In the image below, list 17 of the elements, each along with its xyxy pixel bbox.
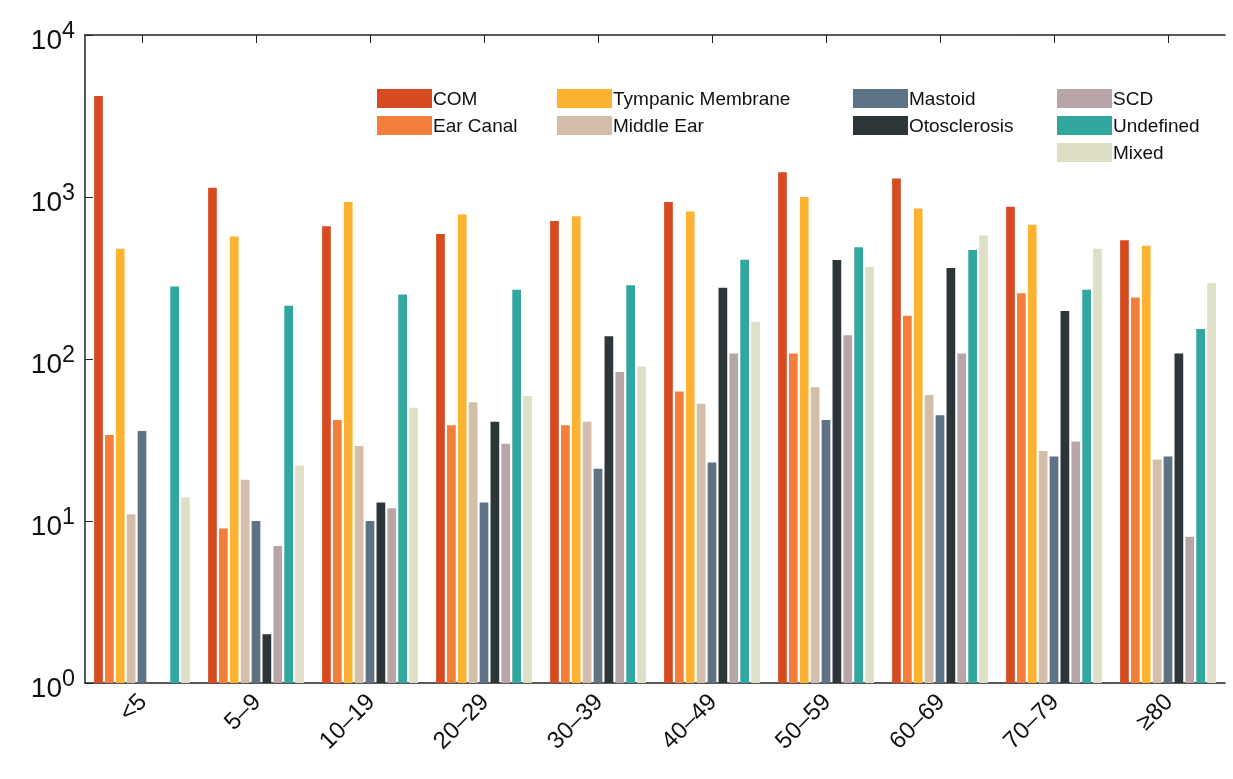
y-tick-label: 10$^{4}$ bbox=[30, 16, 75, 55]
y-tick-label: 10$^{3}$ bbox=[30, 178, 75, 217]
y-tick-label: 10$^{2}$ bbox=[30, 340, 75, 379]
legend-label: Undefined bbox=[1113, 115, 1200, 136]
y-tick-label: 10$^{1}$ bbox=[30, 502, 75, 541]
legend-label: Mixed bbox=[1113, 142, 1164, 163]
legend-label: SCD bbox=[1113, 88, 1154, 109]
legend-label: Tympanic Membrane bbox=[613, 88, 791, 109]
legend-label: COM bbox=[433, 88, 478, 109]
x-tick-label: <5 bbox=[113, 687, 152, 726]
legend-label: Middle Ear bbox=[613, 115, 705, 136]
y-tick-label: 10$^{0}$ bbox=[30, 664, 75, 703]
legend-label: Mastoid bbox=[909, 88, 976, 109]
legend-label: Otosclerosis bbox=[909, 115, 1014, 136]
x-tick-label: 5–9 bbox=[218, 687, 266, 735]
legend-label: Ear Canal bbox=[433, 115, 518, 136]
x-tick-label: ≥80 bbox=[1130, 687, 1178, 735]
